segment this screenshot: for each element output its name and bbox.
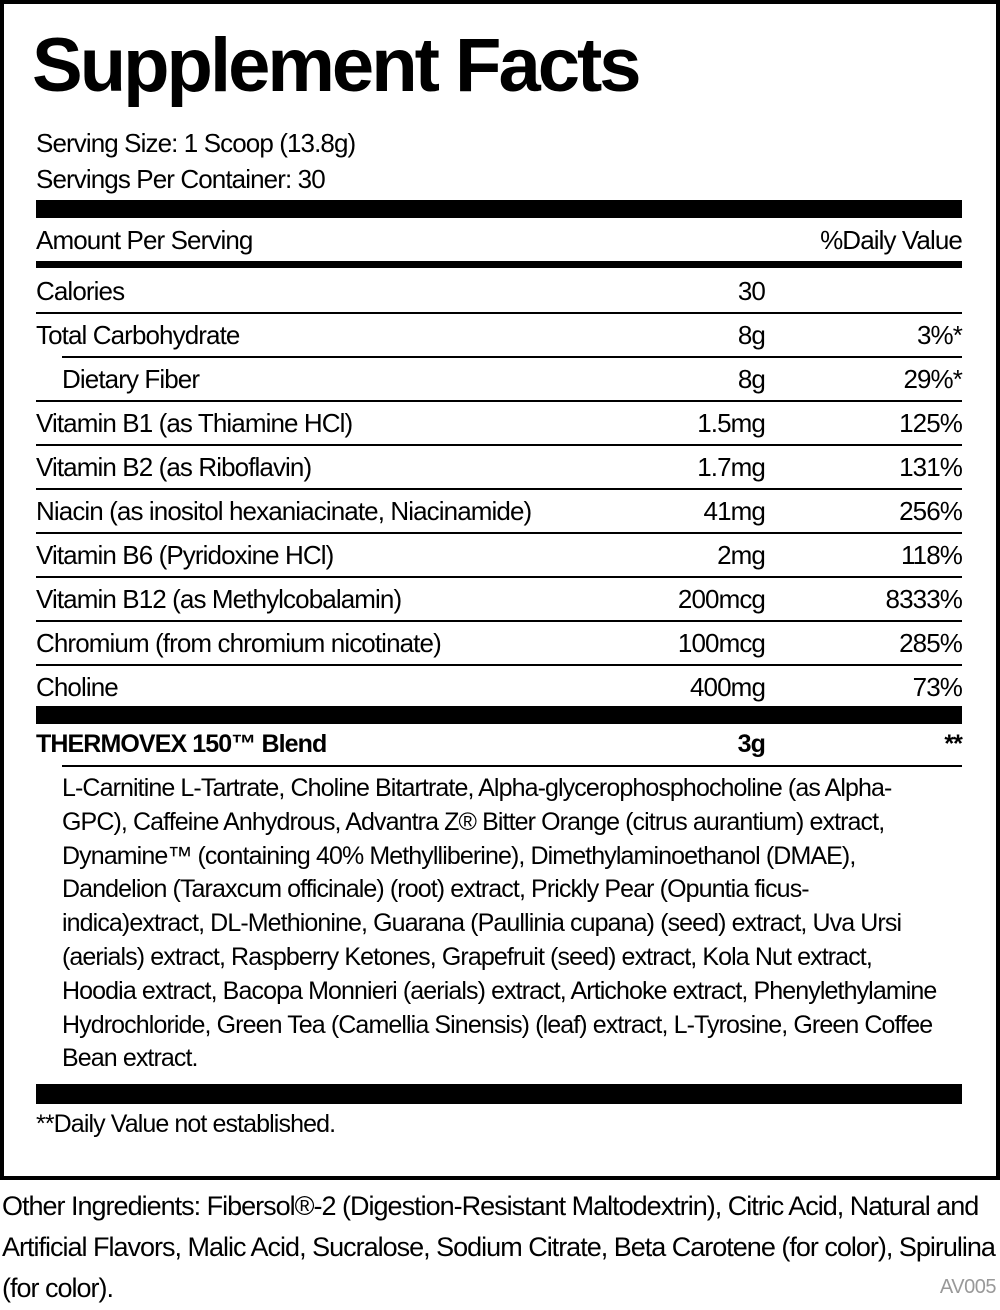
nutrient-row: Total Carbohydrate 8g 3%* <box>36 314 963 358</box>
nutrient-amount: 8g <box>737 320 766 350</box>
blend-amount: 3g <box>737 730 766 758</box>
nutrient-name: Dietary Fiber <box>62 364 200 394</box>
nutrient-name: Vitamin B12 (as Methylcobalamin) <box>36 584 402 614</box>
nutrient-row: Vitamin B12 (as Methylcobalamin) 200mcg 83… <box>36 578 963 622</box>
thick-divider <box>36 1084 962 1104</box>
nutrient-name: Chromium (from chromium nicotinate) <box>36 628 442 658</box>
nutrient-row: Calories 30 <box>36 270 962 314</box>
nutrient-dv: 285% <box>899 628 963 658</box>
nutrient-name: Calories <box>36 276 125 306</box>
nutrient-row: Vitamin B6 (Pyridoxine HCl) 2mg 118% <box>36 534 963 578</box>
nutrient-amount: 41mg <box>703 496 766 526</box>
nutrient-dv: 131% <box>899 452 963 482</box>
panel-title: Supplement Facts <box>32 23 642 108</box>
nutrient-row: Choline 400mg 73% <box>36 666 963 708</box>
nutrient-dv: 256% <box>899 496 963 526</box>
product-code: AV005 <box>939 1276 997 1298</box>
nutrient-amount: 1.5mg <box>697 408 766 438</box>
nutrient-amount: 8g <box>737 364 766 394</box>
nutrient-name: Vitamin B6 (Pyridoxine HCl) <box>36 540 334 570</box>
blend-row: THERMOVEX 150™ Blend 3g ** <box>36 724 963 766</box>
other-ingredients: Other Ingredients: Fibersol®-2 (Digestio… <box>2 1191 996 1303</box>
blend-dv: ** <box>944 730 963 758</box>
nutrient-dv: 3%* <box>917 320 963 350</box>
blend-ingredients: L-Carnitine L-Tartrate, Choline Bitartra… <box>62 774 937 1073</box>
nutrient-name: Vitamin B1 (as Thiamine HCl) <box>36 408 353 438</box>
blend-name: THERMOVEX 150™ Blend <box>36 730 327 758</box>
nutrient-name: Total Carbohydrate <box>36 320 240 350</box>
divider <box>62 765 962 767</box>
nutrient-amount: 2mg <box>717 540 766 570</box>
serving-size: Serving Size: 1 Scoop (13.8g) <box>36 128 356 158</box>
nutrient-name: Niacin (as inositol hexaniacinate, Niaci… <box>36 496 532 526</box>
nutrient-amount: 200mcg <box>677 584 766 614</box>
nutrient-amount: 400mg <box>690 672 766 702</box>
daily-value-label: %Daily Value <box>820 225 963 255</box>
nutrient-row: Chromium (from chromium nicotinate) 100mc… <box>36 622 963 666</box>
divider <box>62 356 962 358</box>
nutrient-row: Vitamin B1 (as Thiamine HCl) 1.5mg 125% <box>36 402 963 446</box>
thick-divider <box>36 706 962 724</box>
nutrient-row: Dietary Fiber 8g 29%* <box>36 358 963 402</box>
column-header: Amount Per Serving %Daily Value <box>36 219 963 268</box>
nutrient-name: Choline <box>36 672 119 702</box>
nutrient-dv: 118% <box>901 540 963 570</box>
nutrient-amount: 100mcg <box>677 628 766 658</box>
thick-divider <box>36 200 962 218</box>
nutrient-dv: 29%* <box>903 364 962 394</box>
nutrient-row: Niacin (as inositol hexaniacinate, Niaci… <box>36 490 963 534</box>
footnote: **Daily Value not established. <box>36 1110 336 1138</box>
amount-per-serving-label: Amount Per Serving <box>36 225 253 255</box>
supplement-facts-panel <box>0 0 1000 1180</box>
nutrient-amount: 30 <box>737 276 766 306</box>
nutrient-dv: 125% <box>899 408 963 438</box>
servings-per-container: Servings Per Container: 30 <box>36 164 326 194</box>
nutrient-dv: 73% <box>912 672 963 702</box>
nutrient-amount: 1.7mg <box>697 452 766 482</box>
nutrient-row: Vitamin B2 (as Riboflavin) 1.7mg 131% <box>36 446 963 490</box>
nutrient-name: Vitamin B2 (as Riboflavin) <box>36 452 312 482</box>
nutrient-dv: 8333% <box>885 584 963 614</box>
